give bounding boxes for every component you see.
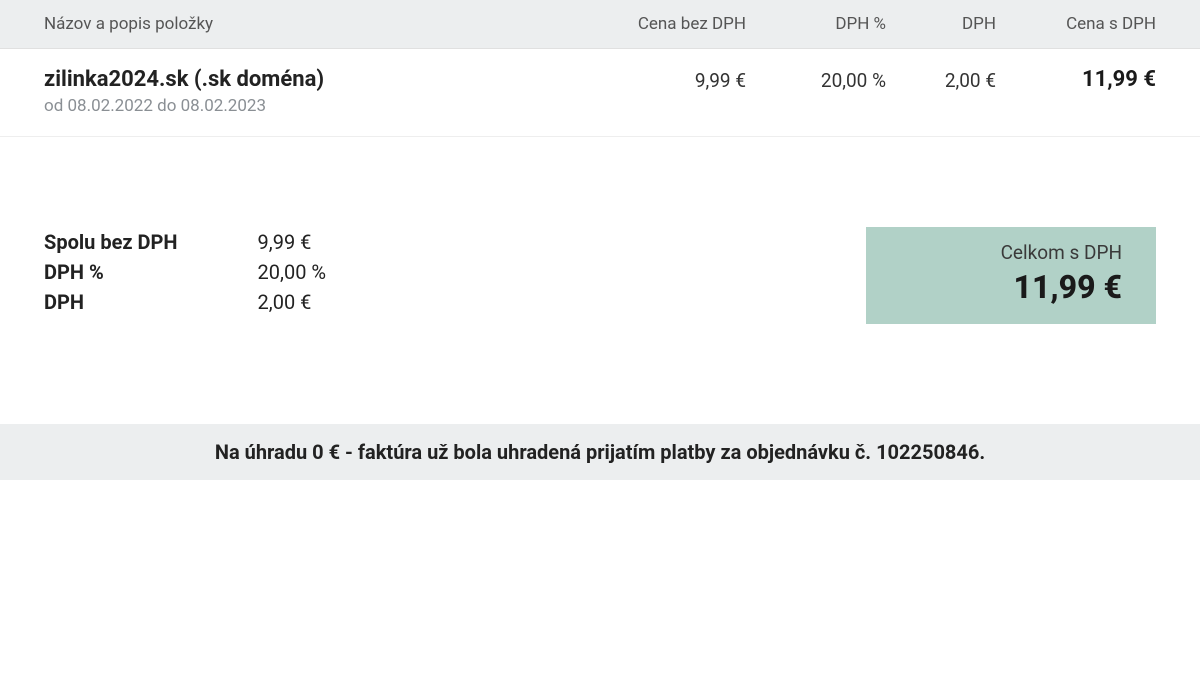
col-header-price-vat: Cena s DPH <box>996 14 1156 34</box>
summary-value-vat-pct: 20,00 % <box>258 257 327 287</box>
col-header-price-novat: Cena bez DPH <box>586 14 746 34</box>
col-header-vat-pct: DPH % <box>746 14 886 34</box>
item-price-novat: 9,99 € <box>586 67 746 116</box>
col-header-vat: DPH <box>886 14 996 34</box>
summary-label-vat-pct: DPH % <box>44 257 178 287</box>
summary-value-vat: 2,00 € <box>258 287 327 317</box>
item-vat: 2,00 € <box>886 67 996 116</box>
summary-values: 9,99 € 20,00 % 2,00 € <box>258 227 327 317</box>
summary-labels: Spolu bez DPH DPH % DPH <box>44 227 178 317</box>
table-header: Názov a popis položky Cena bez DPH DPH %… <box>0 0 1200 49</box>
item-name-cell: zilinka2024.sk (.sk doména) od 08.02.202… <box>44 67 586 116</box>
total-box-amount: 11,99 € <box>900 268 1122 306</box>
total-box-label: Celkom s DPH <box>900 241 1122 264</box>
item-vat-pct: 20,00 % <box>746 67 886 116</box>
item-title: zilinka2024.sk (.sk doména) <box>44 67 586 92</box>
col-header-name: Názov a popis položky <box>44 14 586 34</box>
summary-label-subtotal: Spolu bez DPH <box>44 227 178 257</box>
summary-label-vat: DPH <box>44 287 178 317</box>
summary-section: Spolu bez DPH DPH % DPH 9,99 € 20,00 % 2… <box>0 137 1200 324</box>
total-box: Celkom s DPH 11,99 € <box>866 227 1156 324</box>
item-price-vat: 11,99 € <box>996 67 1156 116</box>
payment-notice: Na úhradu 0 € - faktúra už bola uhradená… <box>0 424 1200 480</box>
item-subtitle: od 08.02.2022 do 08.02.2023 <box>44 96 586 116</box>
table-row: zilinka2024.sk (.sk doména) od 08.02.202… <box>0 49 1200 137</box>
summary-value-subtotal: 9,99 € <box>258 227 327 257</box>
summary-left: Spolu bez DPH DPH % DPH 9,99 € 20,00 % 2… <box>44 227 326 317</box>
